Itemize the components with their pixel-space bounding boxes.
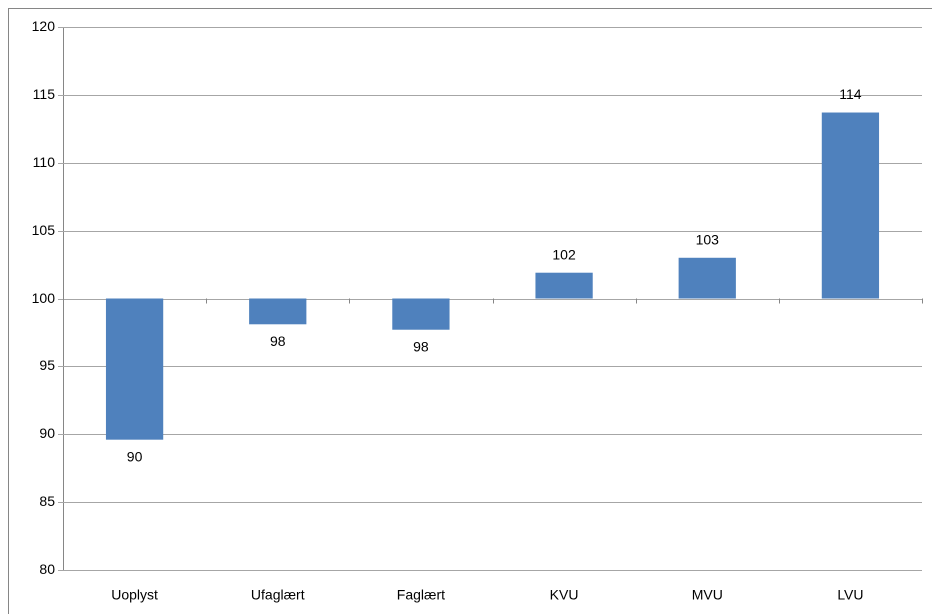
y-tick-label: 105: [32, 222, 56, 238]
y-tick-label: 80: [39, 561, 55, 577]
value-label: 98: [270, 333, 286, 349]
bar: [535, 272, 593, 299]
x-tick-label: LVU: [837, 587, 863, 603]
y-tick-label: 95: [39, 357, 55, 373]
x-tick-label: KVU: [550, 587, 579, 603]
x-tick-label: Faglært: [397, 587, 445, 603]
x-tick-label: Uoplyst: [111, 587, 158, 603]
value-label: 103: [696, 231, 720, 247]
value-label: 102: [552, 246, 576, 262]
bar: [678, 257, 736, 299]
y-tick-label: 115: [33, 86, 56, 102]
bar: [392, 298, 450, 330]
y-tick-label: 110: [33, 154, 56, 170]
x-tick-label: Ufaglært: [251, 587, 305, 603]
x-tick-label: MVU: [692, 587, 723, 603]
y-tick-label: 120: [32, 18, 56, 34]
y-tick-label: 100: [32, 290, 56, 306]
bar: [821, 112, 880, 299]
chart-frame: [8, 8, 932, 614]
y-tick-label: 85: [39, 493, 55, 509]
bar: [105, 298, 164, 440]
value-label: 114: [839, 86, 862, 102]
y-tick-label: 90: [39, 425, 55, 441]
value-label: 90: [127, 448, 143, 464]
value-label: 98: [413, 338, 429, 354]
bar: [249, 298, 307, 325]
